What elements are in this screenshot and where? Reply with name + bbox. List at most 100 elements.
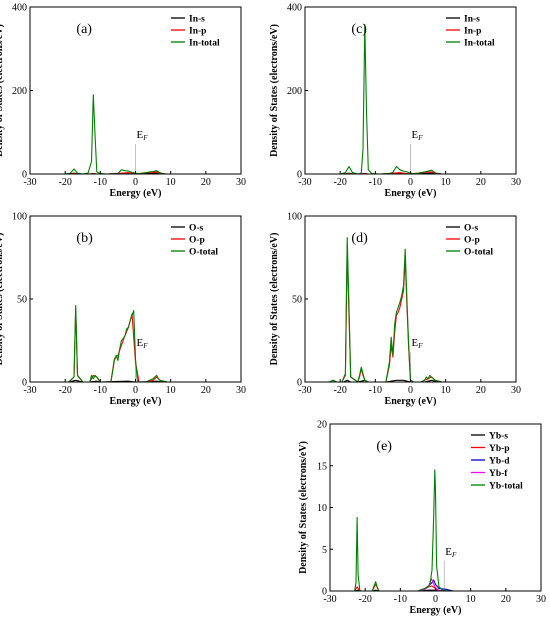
y-tick-label: 10 (317, 503, 327, 514)
legend-entry: In-total (464, 39, 495, 49)
x-tick-label: 0 (433, 594, 438, 605)
panel-label: (a) (76, 22, 92, 37)
x-tick-label: 30 (511, 385, 521, 396)
chart-panel-a: -30 -20 -10 0 10 20 30 0 200 400 Energy (eV) Densit… (0, 3, 246, 200)
legend-entry: Yb-p (489, 444, 510, 454)
legend-entry: O-s (464, 224, 479, 234)
x-tick-label: -30 (23, 177, 36, 188)
y-tick-label: 0 (297, 378, 302, 389)
x-tick-label: -20 (333, 385, 346, 396)
x-tick-label: 0 (408, 177, 413, 188)
x-axis-label: Energy (eV) (385, 188, 437, 199)
fermi-level-label: EF (445, 546, 457, 559)
y-tick-label: 0 (22, 170, 27, 181)
x-tick-label: 20 (201, 385, 211, 396)
x-tick-label: 0 (133, 385, 138, 396)
legend-entry: Yb-f (489, 469, 508, 479)
x-tick-label: -30 (298, 385, 311, 396)
fermi-label-main: E (412, 337, 419, 349)
fermi-label-main: E (137, 129, 144, 141)
x-axis-label: Energy (eV) (110, 396, 162, 407)
y-axis-label: Density of States (electrons/eV) (298, 441, 309, 574)
y-axis-label: Density of States (electrons/eV) (269, 24, 280, 157)
fermi-label-sub: F (142, 134, 148, 142)
y-tick-label: 50 (17, 295, 27, 306)
panel-label: (b) (76, 231, 93, 246)
x-tick-label: -20 (333, 177, 346, 188)
chart-panel-e: -30 -20 -10 0 10 20 30 0 5 10 15 20 Energy (eV) Densi… (298, 420, 546, 617)
x-tick-label: -30 (298, 177, 311, 188)
y-tick-label: 5 (322, 545, 327, 556)
x-tick-label: 10 (441, 385, 451, 396)
x-tick-label: -10 (94, 385, 107, 396)
x-tick-label: 20 (476, 385, 486, 396)
x-tick-label: -20 (58, 385, 71, 396)
x-tick-label: 0 (408, 385, 413, 396)
chart-panel-b: -30 -20 -10 0 10 20 30 0 50 100 Energy (eV) Density… (0, 212, 246, 408)
y-tick-label: 15 (317, 461, 327, 472)
y-axis-label: Density of States (electrons/eV) (0, 24, 5, 157)
y-tick-label: 20 (317, 420, 327, 431)
y-tick-label: 0 (297, 170, 302, 181)
legend-entry: Yb-s (489, 432, 508, 442)
y-axis-label: Density of States (electrons/eV) (269, 233, 280, 366)
legend-entry: In-total (189, 39, 220, 49)
x-tick-label: 30 (236, 177, 246, 188)
y-tick-label: 100 (12, 212, 27, 223)
fermi-level-label: EF (412, 337, 424, 350)
legend-entry: In-s (464, 15, 480, 25)
fermi-label-sub: F (417, 342, 423, 350)
fermi-label-main: E (137, 337, 144, 349)
fermi-label-main: E (445, 546, 452, 558)
x-axis-label: Energy (eV) (110, 188, 162, 199)
series-line-yb-total (330, 469, 541, 592)
x-tick-label: 20 (201, 177, 211, 188)
x-tick-label: 10 (441, 177, 451, 188)
y-axis-label: Density of States (electrons/eV) (0, 233, 5, 366)
legend-entry: In-p (464, 27, 481, 37)
x-tick-label: -30 (23, 385, 36, 396)
y-tick-label: 50 (292, 295, 302, 306)
panel-label: (e) (376, 439, 392, 454)
legend-entry: In-s (189, 15, 205, 25)
fermi-label-sub: F (451, 551, 457, 559)
x-axis-label: Energy (eV) (385, 396, 437, 407)
x-tick-label: 10 (166, 177, 176, 188)
y-tick-label: 100 (287, 212, 302, 223)
legend-entry: Yb-total (489, 482, 523, 492)
legend-entry: O-p (464, 236, 480, 246)
x-tick-label: 30 (511, 177, 521, 188)
legend-entry: O-s (189, 224, 204, 234)
fermi-label-main: E (412, 129, 419, 141)
x-tick-label: 20 (476, 177, 486, 188)
x-tick-label: 10 (166, 385, 176, 396)
y-tick-label: 0 (322, 587, 327, 598)
y-tick-label: 200 (287, 86, 302, 97)
x-tick-label: -20 (58, 177, 71, 188)
y-tick-label: 400 (12, 3, 27, 14)
x-tick-label: -10 (369, 177, 382, 188)
legend-entry: O-total (189, 248, 218, 258)
fermi-label-sub: F (417, 134, 423, 142)
x-tick-label: -20 (358, 594, 371, 605)
y-tick-label: 400 (287, 3, 302, 14)
x-tick-label: 0 (133, 177, 138, 188)
legend-entry: Yb-d (489, 457, 510, 467)
fermi-level-label: EF (137, 337, 149, 350)
y-tick-label: 0 (22, 378, 27, 389)
series-line-o-total (305, 237, 516, 383)
legend-entry: O-total (464, 248, 493, 258)
x-tick-label: -10 (394, 594, 407, 605)
fermi-level-label: EF (137, 129, 149, 142)
x-tick-label: -10 (94, 177, 107, 188)
x-tick-label: -10 (369, 385, 382, 396)
x-tick-label: 10 (466, 594, 476, 605)
fermi-label-sub: F (142, 342, 148, 350)
x-tick-label: 30 (236, 385, 246, 396)
x-tick-label: 20 (501, 594, 511, 605)
y-tick-label: 200 (12, 86, 27, 97)
chart-panel-d: -30 -20 -10 0 10 20 30 0 50 100 Energy (eV) Density… (269, 212, 521, 408)
legend-entry: O-p (189, 236, 205, 246)
panel-label: (d) (351, 231, 368, 246)
